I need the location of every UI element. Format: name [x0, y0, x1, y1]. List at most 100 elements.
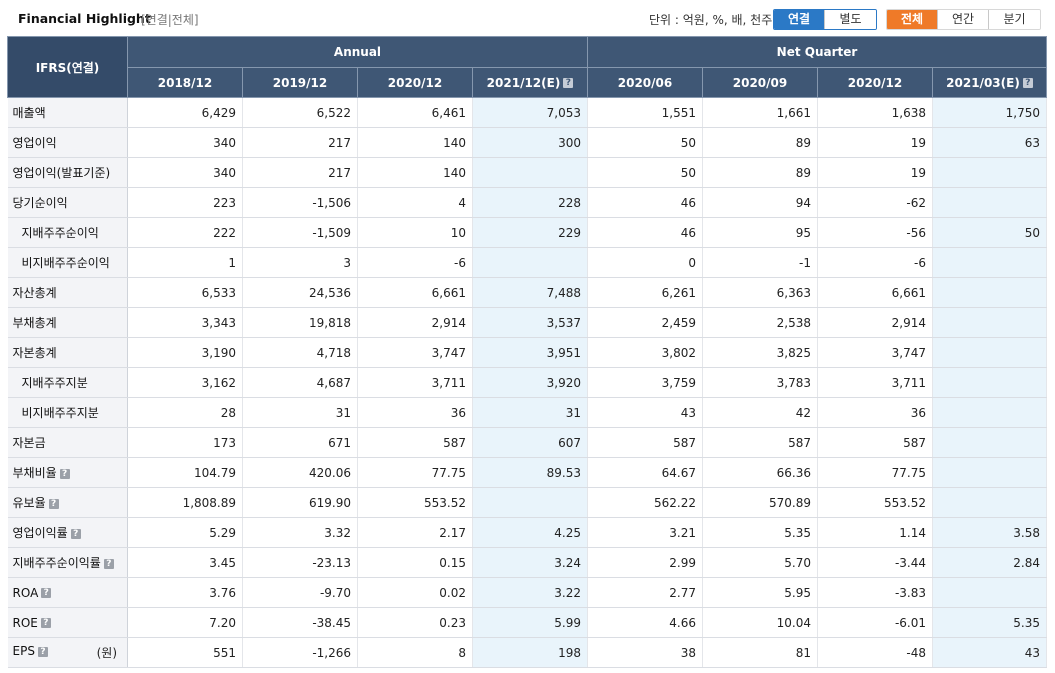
column-header-label: 2020/06: [617, 75, 673, 90]
column-header: 2020/09: [702, 67, 818, 98]
table-row: EPS? (원) 551 -1,266 8 198 38 81 -48 43: [7, 637, 1047, 668]
table-cell: 2,538: [702, 307, 818, 338]
table-cell: 3,951: [472, 337, 588, 368]
row-label-cell: 자산총계: [7, 277, 128, 308]
row-label: 자산총계: [12, 286, 57, 300]
table-cell: 3,825: [702, 337, 818, 368]
row-label-cell: 부채총계: [7, 307, 128, 338]
table-cell: 3,747: [817, 337, 933, 368]
table-cell: 217: [242, 157, 358, 188]
table-cell: 587: [587, 427, 703, 458]
table-cell: 4.25: [472, 517, 588, 548]
row-label-cell: 지배주주순이익률?: [7, 547, 128, 578]
table-cell: 3,920: [472, 367, 588, 398]
period-quarter-button[interactable]: 분기: [988, 10, 1040, 29]
column-header-label: 2019/12: [272, 75, 328, 90]
help-icon[interactable]: ?: [40, 618, 51, 628]
help-icon[interactable]: ?: [1022, 78, 1033, 88]
help-icon[interactable]: ?: [59, 468, 70, 479]
table-cell: 19: [817, 127, 933, 158]
table-cell: [932, 367, 1047, 398]
table-cell: 3.76: [127, 577, 243, 608]
table-row: 자본금 173 671 587 607 587 587 587: [7, 427, 1047, 458]
column-header: 2020/12: [817, 67, 933, 98]
table-cell: -6.01: [817, 607, 933, 638]
row-label-cell: 자본금: [7, 427, 128, 458]
toggle-separate-button[interactable]: 별도: [824, 10, 876, 29]
table-cell: 587: [702, 427, 818, 458]
table-cell: 3.45: [127, 547, 243, 578]
table-cell: 562.22: [587, 487, 703, 518]
row-label: 매출액: [12, 106, 46, 120]
column-header: 2018/12: [127, 67, 243, 98]
table-cell: [932, 277, 1047, 308]
table-cell: -6: [357, 247, 473, 278]
row-label-cell: 당기순이익: [7, 187, 128, 218]
table-cell: 63: [932, 127, 1047, 158]
table-cell: 19: [817, 157, 933, 188]
table-cell: 43: [932, 637, 1047, 668]
row-label: 영업이익: [12, 136, 57, 150]
help-icon[interactable]: ?: [103, 558, 114, 569]
table-cell: 587: [817, 427, 933, 458]
table-row: 부채비율? 104.79 420.06 77.75 89.53 64.67 66.36 77.…: [7, 457, 1047, 488]
table-row: 영업이익(발표기준) 340 217 140 50 89 19: [7, 157, 1047, 188]
table-cell: 1,808.89: [127, 487, 243, 518]
period-all-button[interactable]: 전체: [887, 10, 937, 29]
help-icon[interactable]: ?: [41, 588, 52, 598]
table-cell: 2,914: [817, 307, 933, 338]
page-subtitle: [연결|전체]: [141, 13, 199, 27]
help-icon[interactable]: ?: [563, 78, 574, 88]
row-label-cell: 영업이익: [7, 127, 128, 158]
table-cell: -6: [817, 247, 933, 278]
table-row: 지배주주순이익률? 3.45 -23.13 0.15 3.24 2.99 5.70 -3.44…: [7, 547, 1047, 578]
table-cell: 6,261: [587, 277, 703, 308]
table-cell: -38.45: [242, 607, 358, 638]
table-cell: 89: [702, 127, 818, 158]
toolbar: Financial Highlight [연결|전체] 단위 : 억원, %, …: [0, 0, 1055, 36]
help-icon[interactable]: ?: [37, 646, 48, 657]
table-cell: 24,536: [242, 277, 358, 308]
table-cell: 6,363: [702, 277, 818, 308]
row-label-cell: 비지배주주순이익: [7, 247, 128, 278]
column-header-label: 2020/12: [387, 75, 443, 90]
table-cell: 89.53: [472, 457, 588, 488]
table-cell: 671: [242, 427, 358, 458]
table-cell: 229: [472, 217, 588, 248]
table-cell: 7,488: [472, 277, 588, 308]
table-cell: 3,802: [587, 337, 703, 368]
table-cell: 19,818: [242, 307, 358, 338]
row-label: 영업이익률: [12, 526, 68, 540]
row-label-cell: ROE?: [7, 607, 128, 638]
help-icon[interactable]: ?: [70, 528, 81, 539]
table-cell: 3,711: [817, 367, 933, 398]
row-label: 자본총계: [12, 346, 57, 360]
column-header-label: 2020/12: [847, 75, 903, 90]
table-cell: 5.70: [702, 547, 818, 578]
table-cell: 340: [127, 157, 243, 188]
row-unit: (원): [96, 646, 117, 660]
table-cell: 3,343: [127, 307, 243, 338]
table-cell: 1,661: [702, 97, 818, 128]
period-annual-button[interactable]: 연간: [937, 10, 988, 29]
row-label: 비지배주주순이익: [21, 256, 110, 270]
table-cell: 38: [587, 637, 703, 668]
table-cell: 7,053: [472, 97, 588, 128]
table-row: 비지배주주지분 28 31 36 31 43 42 36: [7, 397, 1047, 428]
help-icon[interactable]: ?: [48, 498, 59, 509]
table-cell: 300: [472, 127, 588, 158]
table-cell: 3.32: [242, 517, 358, 548]
table-row: 자산총계 6,533 24,536 6,661 7,488 6,261 6,363 6,661: [7, 277, 1047, 308]
table-cell: 4.66: [587, 607, 703, 638]
row-label: ROA: [12, 585, 39, 600]
table-cell: 36: [817, 397, 933, 428]
table-cell: -9.70: [242, 577, 358, 608]
table-row: 지배주주순이익 222 -1,509 10 229 46 95 -56 50: [7, 217, 1047, 248]
table-cell: 1: [127, 247, 243, 278]
table-cell: 81: [702, 637, 818, 668]
row-label: 유보율: [12, 496, 46, 510]
table-cell: 5.29: [127, 517, 243, 548]
page-title: Financial Highlight: [18, 11, 151, 26]
toggle-consolidated-button[interactable]: 연결: [774, 10, 824, 29]
table-cell: 6,661: [817, 277, 933, 308]
